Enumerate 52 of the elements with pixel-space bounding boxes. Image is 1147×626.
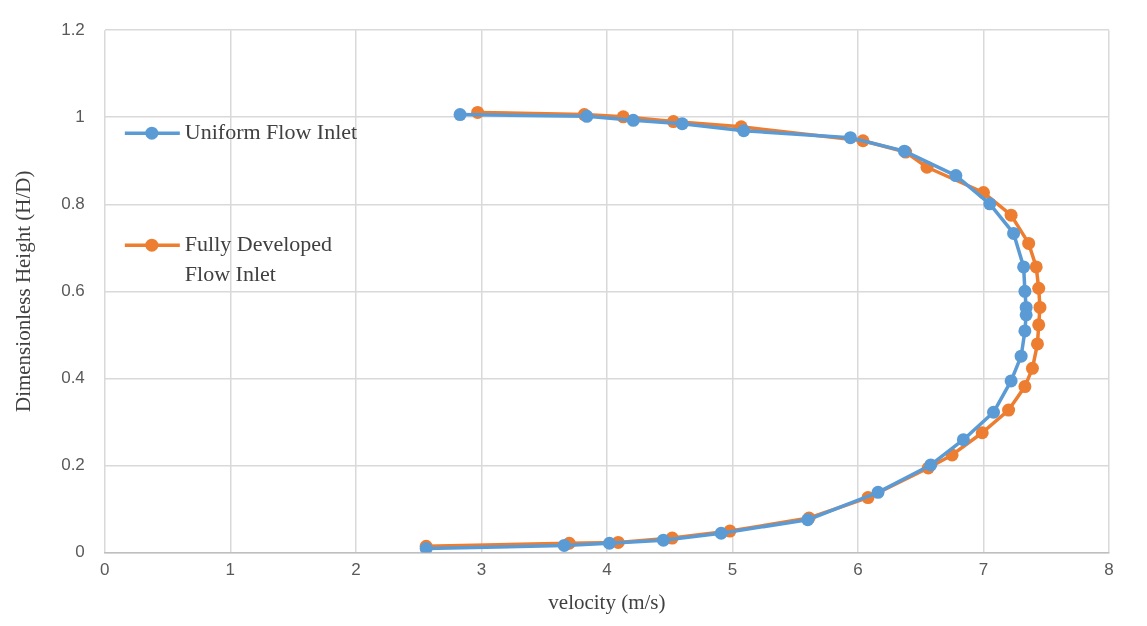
point — [1032, 318, 1046, 332]
x-axis-title: velocity (m/s) — [548, 589, 666, 614]
point — [602, 536, 616, 550]
point — [987, 405, 1001, 419]
x-tick-label: 7 — [978, 560, 989, 580]
point — [1022, 236, 1036, 250]
legend-label: Fully Developed Flow Inlet — [184, 230, 333, 286]
x-tick-label: 0 — [100, 560, 110, 580]
point — [737, 124, 751, 138]
point — [1018, 380, 1032, 394]
point — [453, 108, 467, 122]
point — [714, 526, 728, 540]
point — [1002, 403, 1016, 417]
y-axis-title: Dimensionless Height (H/D) — [11, 170, 36, 413]
point — [1014, 349, 1028, 363]
y-tick-label: 1 — [75, 106, 85, 126]
y-tick-label: 0.4 — [61, 368, 85, 388]
point — [1004, 208, 1018, 222]
y-tick-label: 0 — [75, 542, 85, 562]
point — [1033, 300, 1047, 314]
point — [843, 131, 857, 145]
point — [557, 538, 571, 552]
x-tick-label: 3 — [476, 560, 487, 580]
point — [949, 169, 963, 183]
x-tick-label: 6 — [853, 560, 863, 580]
point — [1004, 374, 1018, 388]
point — [1025, 361, 1039, 375]
x-tick-label: 5 — [727, 560, 738, 580]
point — [1032, 281, 1046, 295]
y-tick-label: 0.2 — [61, 455, 85, 475]
y-tick-label: 0.6 — [61, 280, 85, 300]
point — [626, 113, 640, 127]
point — [656, 533, 670, 547]
point — [871, 485, 885, 499]
y-tick-label: 1.2 — [61, 19, 85, 39]
point — [975, 426, 989, 440]
point — [1007, 226, 1021, 240]
y-tick-label: 0.8 — [61, 193, 85, 213]
point — [1018, 324, 1032, 338]
point — [983, 197, 997, 211]
x-tick-label: 2 — [351, 560, 361, 580]
x-tick-label: 1 — [225, 560, 236, 580]
x-tick-label: 4 — [602, 560, 612, 580]
point — [956, 433, 970, 447]
point — [1019, 308, 1033, 322]
point — [675, 117, 689, 131]
point — [1030, 337, 1044, 351]
point — [1029, 260, 1043, 274]
point — [1017, 260, 1031, 274]
x-tick-label: 8 — [1104, 560, 1114, 580]
legend-label: Uniform Flow Inlet — [184, 118, 358, 144]
point — [1018, 284, 1032, 298]
